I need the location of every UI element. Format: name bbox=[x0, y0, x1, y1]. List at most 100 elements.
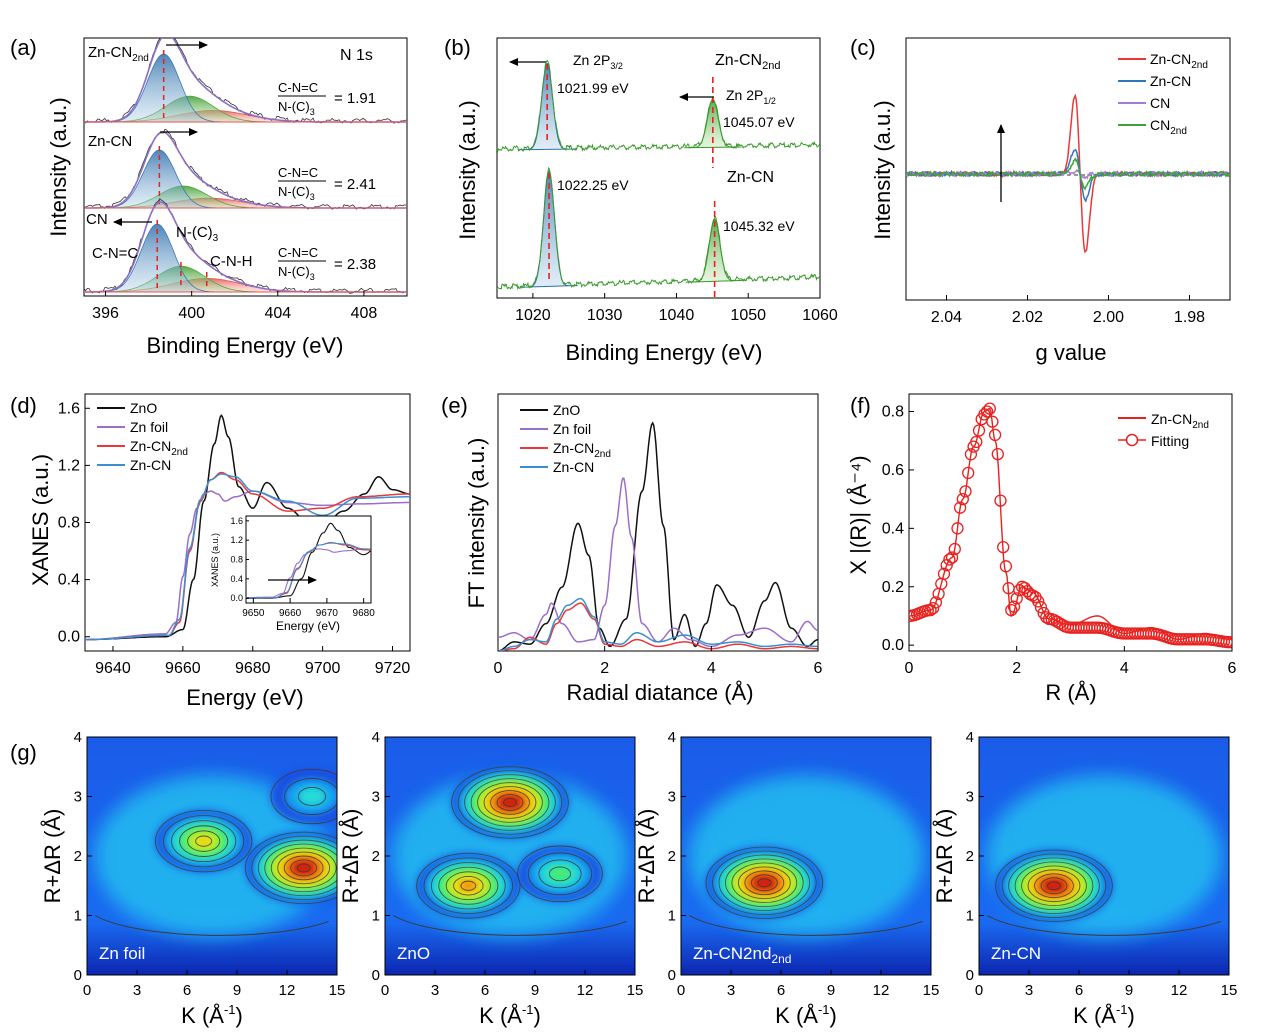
wavelet-contour bbox=[297, 786, 327, 807]
e-legend-label: Zn foil bbox=[553, 421, 591, 437]
g-x-ticklabel: 6 bbox=[183, 982, 191, 999]
b-x-ticklabel: 1040 bbox=[659, 307, 695, 324]
f-fit-point bbox=[1007, 600, 1021, 613]
g-x-ticklabel: 12 bbox=[279, 982, 296, 999]
f-legend-label: Zn-CN2nd bbox=[1151, 411, 1209, 431]
wavelet-level bbox=[297, 863, 311, 872]
panel-a-corner: N 1s bbox=[340, 47, 373, 64]
d-y-ticklabel: 0.0 bbox=[58, 629, 80, 646]
panel-b: (b) Zn 2P3/2 1021.99 eV Zn-CN2nd Zn 2P1/… bbox=[444, 35, 838, 365]
c-legend-label: Zn-CN bbox=[1150, 73, 1191, 89]
f-fit-point bbox=[956, 492, 969, 506]
a-ratio-3: C-N=C N-(C)3 = 2.38 bbox=[278, 245, 376, 282]
d-legend-label: Zn-CN2nd bbox=[130, 438, 188, 458]
a-ratio-3-num: C-N=C bbox=[278, 245, 318, 260]
wavelet-contour bbox=[483, 786, 537, 819]
panel-f-frame bbox=[908, 393, 1233, 652]
wavelet-outer-contour bbox=[393, 915, 627, 936]
wavelet-contour bbox=[257, 839, 337, 897]
wavelet-contour bbox=[296, 863, 311, 873]
wavelet-sample-label: Zn foil bbox=[99, 944, 145, 963]
f-fit-point bbox=[997, 540, 1010, 554]
panel-e-plot bbox=[498, 421, 818, 651]
g-x-ticklabel: 12 bbox=[1171, 982, 1188, 999]
wavelet-contour bbox=[1021, 865, 1087, 907]
wavelet-contour bbox=[179, 825, 229, 857]
wavelet-level bbox=[1047, 881, 1061, 890]
f-y-ticklabel: 0.6 bbox=[882, 462, 904, 479]
g-xlabel: K (Å-1) bbox=[1073, 1002, 1135, 1028]
g-x-ticklabel: 12 bbox=[577, 982, 594, 999]
a-peak-label-cnc: C-N=C bbox=[92, 245, 138, 262]
b-energy-4: 1045.32 eV bbox=[723, 218, 795, 234]
d-series-line bbox=[85, 490, 410, 641]
g-y-ticklabel: 1 bbox=[966, 908, 974, 925]
g-x-ticklabel: 0 bbox=[975, 982, 983, 999]
e-legend-label: Zn-CN bbox=[553, 459, 594, 475]
d-inset-x-ticklabel: 9680 bbox=[353, 608, 376, 619]
d-y-ticklabel: 0.8 bbox=[58, 515, 80, 532]
wavelet-contour bbox=[453, 876, 484, 896]
g-ylabel: R+ΔR (Å) bbox=[338, 809, 363, 904]
panel-c-legend: Zn-CN2nd Zn-CN CN CN2nd bbox=[1118, 51, 1208, 137]
panel-f-legend: Zn-CN2nd Fitting bbox=[1118, 411, 1209, 449]
c-legend-label: CN bbox=[1150, 95, 1170, 111]
d-y-ticklabel: 0.4 bbox=[58, 572, 80, 589]
panel-a-xticks: 396 400 404 408 bbox=[92, 291, 377, 322]
wavelet-contour bbox=[290, 859, 318, 877]
e-series-line bbox=[498, 477, 818, 648]
f-fit-point bbox=[994, 494, 1007, 507]
wavelet-outer-contour bbox=[689, 915, 923, 936]
wavelet-contour bbox=[490, 790, 530, 815]
b-zn32-label: Zn 2P3/2 bbox=[573, 52, 623, 71]
f-fit-point bbox=[953, 501, 967, 514]
panel-d-inset: Energy (eV) XANES (a.u.) 9650 9660 9670 968… bbox=[210, 515, 376, 633]
wavelet-contour bbox=[496, 794, 524, 811]
f-legend-label: Fitting bbox=[1151, 433, 1189, 449]
f-y-ticklabel: 0.2 bbox=[882, 579, 904, 596]
f-fit-point bbox=[972, 424, 986, 437]
wavelet-level bbox=[757, 878, 771, 887]
c-x-ticklabel: 2.04 bbox=[931, 309, 962, 326]
d-y-ticklabel: 1.6 bbox=[58, 400, 80, 417]
wavelet-contour bbox=[171, 820, 237, 863]
g-ylabel: R+ΔR (Å) bbox=[932, 809, 957, 904]
f-y-ticklabel: 0.4 bbox=[882, 520, 904, 537]
a-spectrum-label-2: Zn-CN bbox=[88, 133, 132, 150]
panel-a-xlabel: Binding Energy (eV) bbox=[147, 333, 344, 358]
a-ratio-1-den: N-(C)3 bbox=[278, 99, 315, 117]
f-fit-point bbox=[943, 553, 956, 566]
e-x-ticklabel: 2 bbox=[600, 660, 609, 677]
panel-f-ticks: 0 2 4 6 0.0 0.2 0.4 0.6 0.8 bbox=[882, 404, 1237, 677]
f-x-ticklabel: 0 bbox=[905, 660, 914, 677]
g-y-ticklabel: 4 bbox=[966, 729, 974, 746]
g-y-ticklabel: 2 bbox=[966, 848, 974, 865]
b-x-ticklabel: 1050 bbox=[730, 307, 766, 324]
panel-f-plot bbox=[909, 402, 1232, 649]
f-legend-marker bbox=[1125, 433, 1139, 447]
d-inset-x-ticklabel: 9670 bbox=[316, 608, 339, 619]
panel-b-label: (b) bbox=[444, 35, 471, 60]
g-ylabel: R+ΔR (Å) bbox=[634, 809, 659, 904]
g-x-ticklabel: 3 bbox=[727, 982, 735, 999]
d-inset-x-ticklabel: 9660 bbox=[279, 608, 302, 619]
wavelet-contour bbox=[1014, 861, 1094, 911]
d-x-ticklabel: 9680 bbox=[235, 660, 271, 677]
panel-e-label: (e) bbox=[441, 393, 468, 418]
a-ratio-1-num: C-N=C bbox=[278, 80, 318, 95]
wavelet-outer-contour bbox=[987, 915, 1221, 936]
panel-b-frame bbox=[496, 37, 821, 299]
d-series-line bbox=[85, 473, 410, 641]
e-series-line bbox=[498, 597, 818, 651]
panel-a-label: (a) bbox=[10, 35, 37, 60]
wavelet-contour bbox=[155, 809, 253, 873]
f-fit-point bbox=[988, 428, 1002, 442]
d-x-ticklabel: 9640 bbox=[95, 660, 131, 677]
panel-c-label: (c) bbox=[850, 35, 876, 60]
g-x-ticklabel: 15 bbox=[1221, 982, 1238, 999]
